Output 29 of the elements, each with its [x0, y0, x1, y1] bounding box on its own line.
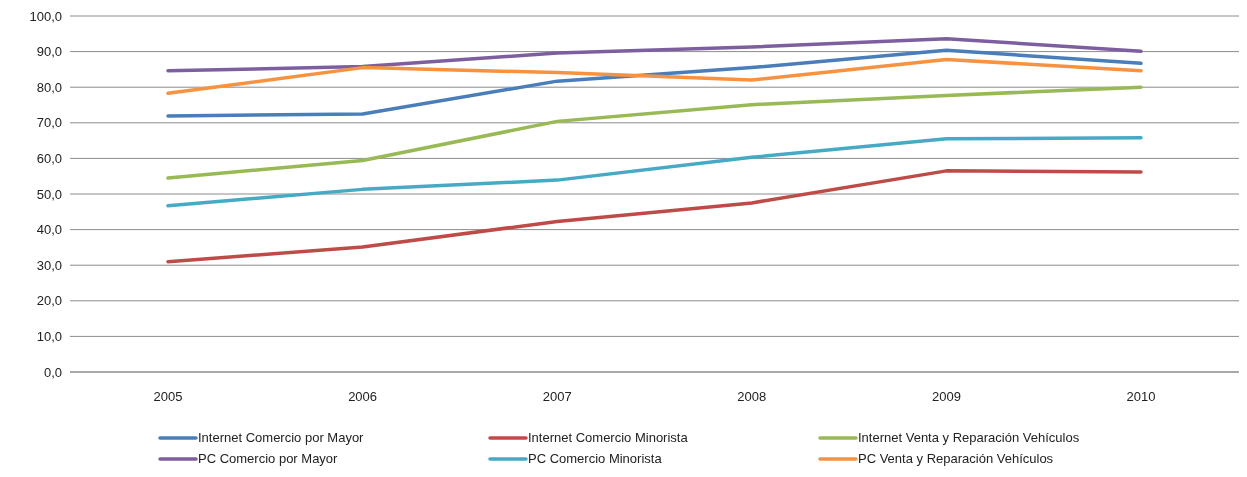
x-tick-label: 2008: [737, 389, 767, 405]
line-series: [166, 57, 1143, 95]
y-tick-label: 50,0: [36, 186, 62, 202]
y-tick-label: 90,0: [36, 44, 62, 60]
y-tick-label: 0,0: [43, 364, 62, 380]
x-tick-label: 2005: [153, 389, 183, 405]
line-series: [166, 169, 1143, 264]
y-tick-label: 10,0: [36, 329, 62, 345]
y-tick-label: 80,0: [36, 79, 62, 95]
legend-label: PC Comercio por Mayor: [198, 451, 338, 466]
y-tick-label: 20,0: [36, 293, 62, 309]
y-tick-label: 40,0: [36, 222, 62, 238]
legend-label: Internet Comercio por Mayor: [198, 430, 364, 445]
x-tick-label: 2010: [1126, 389, 1156, 405]
line-series: [166, 37, 1143, 73]
y-tick-label: 60,0: [36, 151, 62, 167]
legend-label: Internet Comercio Minorista: [528, 430, 688, 445]
x-tick-label: 2006: [348, 389, 378, 405]
x-tick-label: 2007: [542, 389, 572, 405]
y-tick-label: 70,0: [36, 115, 62, 131]
line-series: [166, 136, 1143, 208]
line-series: [166, 85, 1143, 180]
y-tick-label: 100,0: [29, 8, 62, 24]
x-tick-label: 2009: [931, 389, 961, 405]
y-tick-label: 30,0: [36, 257, 62, 273]
legend-label: PC Comercio Minorista: [528, 451, 662, 466]
legend-label: Internet Venta y Reparación Vehículos: [858, 430, 1080, 445]
legend-label: PC Venta y Reparación Vehículos: [858, 451, 1054, 466]
line-series: [166, 48, 1143, 118]
